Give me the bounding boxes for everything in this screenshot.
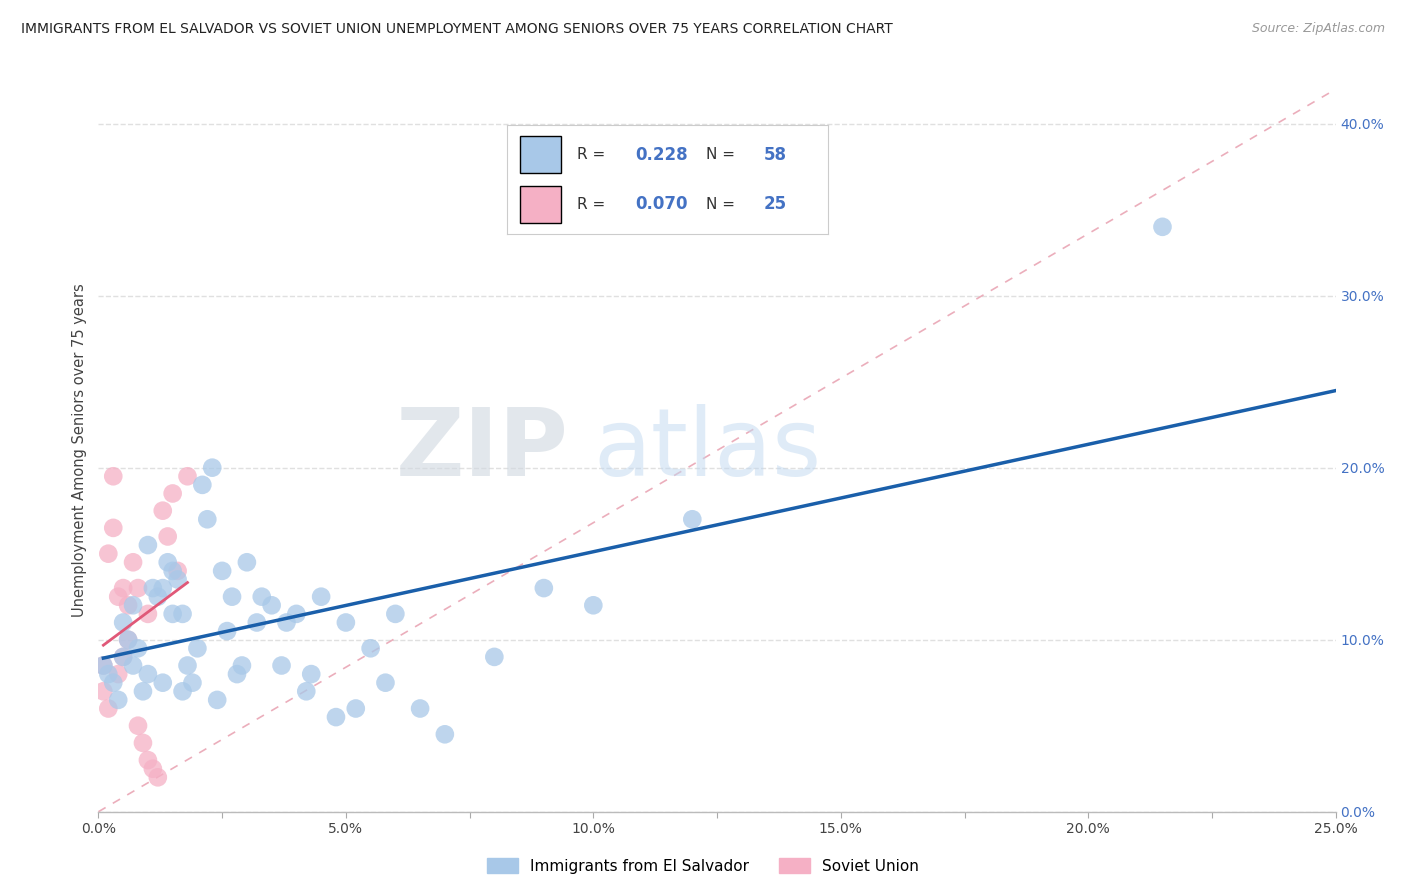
Point	[112, 649, 135, 664]
Point	[236, 555, 259, 569]
Point	[136, 753, 159, 767]
Point	[112, 581, 135, 595]
Point	[132, 684, 155, 698]
Point	[231, 658, 253, 673]
Point	[112, 649, 135, 664]
Point	[162, 607, 184, 621]
Point	[409, 701, 432, 715]
Point	[181, 675, 204, 690]
Point	[195, 512, 218, 526]
Point	[117, 632, 139, 647]
Point	[176, 469, 198, 483]
Legend: Immigrants from El Salvador, Soviet Union: Immigrants from El Salvador, Soviet Unio…	[481, 852, 925, 880]
Point	[93, 658, 115, 673]
Point	[162, 486, 184, 500]
Text: Source: ZipAtlas.com: Source: ZipAtlas.com	[1251, 22, 1385, 36]
Point	[250, 590, 273, 604]
Point	[309, 590, 332, 604]
Point	[136, 667, 159, 681]
Point	[1152, 219, 1174, 234]
Point	[122, 599, 145, 613]
Point	[93, 684, 115, 698]
Point	[97, 701, 120, 715]
Point	[136, 538, 159, 552]
Point	[681, 512, 703, 526]
Point	[186, 641, 208, 656]
Point	[217, 624, 239, 639]
Point	[166, 573, 188, 587]
Point	[211, 564, 233, 578]
Point	[103, 521, 125, 535]
Point	[127, 581, 149, 595]
Point	[374, 675, 396, 690]
Point	[107, 590, 129, 604]
Point	[260, 599, 283, 613]
Point	[299, 667, 322, 681]
Point	[156, 555, 179, 569]
Y-axis label: Unemployment Among Seniors over 75 years: Unemployment Among Seniors over 75 years	[72, 284, 87, 617]
Point	[226, 667, 249, 681]
Point	[97, 547, 120, 561]
Point	[335, 615, 357, 630]
Point	[205, 693, 228, 707]
Point	[162, 564, 184, 578]
Point	[276, 615, 298, 630]
Point	[221, 590, 243, 604]
Point	[136, 607, 159, 621]
Point	[246, 615, 269, 630]
Point	[142, 581, 165, 595]
Point	[103, 675, 125, 690]
Point	[325, 710, 347, 724]
Point	[285, 607, 308, 621]
Text: ZIP: ZIP	[395, 404, 568, 497]
Point	[107, 667, 129, 681]
Point	[112, 615, 135, 630]
Point	[152, 581, 174, 595]
Point	[433, 727, 456, 741]
Point	[295, 684, 318, 698]
Point	[384, 607, 406, 621]
Point	[107, 693, 129, 707]
Point	[176, 658, 198, 673]
Point	[582, 599, 605, 613]
Point	[201, 460, 224, 475]
Point	[146, 770, 169, 784]
Point	[191, 478, 214, 492]
Point	[117, 632, 139, 647]
Point	[152, 503, 174, 517]
Point	[132, 736, 155, 750]
Point	[117, 599, 139, 613]
Point	[172, 684, 194, 698]
Point	[270, 658, 292, 673]
Point	[360, 641, 382, 656]
Point	[142, 762, 165, 776]
Point	[344, 701, 367, 715]
Point	[103, 469, 125, 483]
Point	[122, 658, 145, 673]
Point	[533, 581, 555, 595]
Point	[127, 641, 149, 656]
Point	[127, 719, 149, 733]
Point	[166, 564, 188, 578]
Point	[172, 607, 194, 621]
Point	[146, 590, 169, 604]
Point	[93, 658, 115, 673]
Text: atlas: atlas	[593, 404, 821, 497]
Point	[156, 529, 179, 543]
Point	[152, 675, 174, 690]
Point	[97, 667, 120, 681]
Text: IMMIGRANTS FROM EL SALVADOR VS SOVIET UNION UNEMPLOYMENT AMONG SENIORS OVER 75 Y: IMMIGRANTS FROM EL SALVADOR VS SOVIET UN…	[21, 22, 893, 37]
Point	[484, 649, 506, 664]
Point	[122, 555, 145, 569]
